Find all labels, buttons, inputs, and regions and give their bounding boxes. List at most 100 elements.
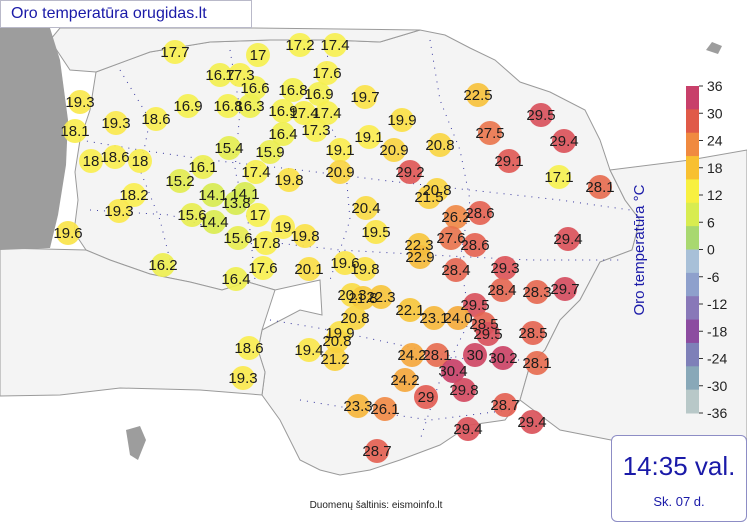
station-marker — [202, 210, 226, 234]
station-marker — [553, 277, 577, 301]
station-marker — [382, 138, 406, 162]
curonian-lagoon — [0, 28, 68, 250]
legend-color-band — [686, 226, 699, 250]
legend-color-band — [686, 319, 699, 344]
station-marker — [297, 338, 321, 362]
station-temperature-label: 19.9 — [325, 325, 354, 342]
legend-tick-label: -18 — [707, 323, 727, 339]
station-temperature-label: 22.9 — [405, 249, 434, 266]
station-temperature-label: 18.2 — [119, 187, 148, 204]
station-temperature-label: 16.4 — [221, 271, 250, 288]
station-temperature-label: 17.2 — [285, 37, 314, 54]
station-marker — [393, 368, 417, 392]
station-marker — [365, 439, 389, 463]
station-temperature-label: 14.4 — [199, 214, 228, 231]
station-temperature-label: 19.3 — [104, 203, 133, 220]
legend-color-band — [686, 296, 699, 321]
station-temperature-label: 13.8 — [221, 195, 250, 212]
station-temperature-label: 19.1 — [354, 129, 383, 146]
time-label: 14:35 val. — [622, 451, 736, 481]
station-marker — [104, 111, 128, 135]
station-temperature-label: 15.9 — [255, 144, 284, 161]
station-temperature-label: 27.5 — [475, 125, 504, 142]
station-temperature-label: 17.6 — [312, 65, 341, 82]
station-temperature-label: 19.8 — [350, 261, 379, 278]
station-marker — [373, 397, 397, 421]
legend-tick-label: -36 — [707, 405, 727, 421]
legend-color-band — [686, 86, 699, 110]
station-temperature-label: 26.1 — [370, 401, 399, 418]
legend-tick-label: -6 — [707, 269, 720, 285]
station-temperature-label: 16.8 — [278, 82, 307, 99]
station-marker — [446, 306, 470, 330]
station-marker — [525, 280, 549, 304]
station-marker — [246, 203, 270, 227]
station-marker — [468, 201, 492, 225]
legend-color-band — [686, 389, 699, 414]
legend-tick-label: -12 — [707, 296, 727, 312]
station-marker — [351, 286, 375, 310]
station-marker — [246, 43, 270, 67]
data-source-label: Duomenų šaltinis: eismoinfo.lt — [309, 500, 443, 511]
station-marker — [297, 257, 321, 281]
station-temperature-label: 18 — [83, 153, 100, 170]
station-marker — [400, 343, 424, 367]
station-temperature-label: 29.4 — [553, 231, 582, 248]
station-temperature-label: 24.2 — [390, 372, 419, 389]
station-temperature-label: 17.4 — [241, 164, 270, 181]
page-title: Oro temperatūra orugidas.lt — [0, 0, 252, 28]
station-temperature-label: 18.6 — [234, 340, 263, 357]
station-temperature-label: 16.8 — [213, 98, 242, 115]
legend-color-band — [686, 272, 699, 297]
station-temperature-label: 20.4 — [351, 200, 380, 217]
station-temperature-label: 17.6 — [248, 260, 277, 277]
station-temperature-label: 19.7 — [350, 89, 379, 106]
legend: 36 30 24 18 12 6 0 -6 -12 -18 -24 -30 -36 — [686, 78, 727, 421]
station-marker — [258, 140, 282, 164]
station-temperature-label: 29.3 — [490, 260, 519, 277]
station-marker — [293, 224, 317, 248]
station-temperature-label: 24.0 — [443, 310, 472, 327]
station-marker — [398, 298, 422, 322]
station-temperature-label: 28.5 — [469, 316, 498, 333]
station-marker — [277, 168, 301, 192]
station-marker — [176, 94, 200, 118]
station-temperature-label: 27.6 — [436, 230, 465, 247]
station-temperature-label: 29.8 — [449, 382, 478, 399]
island — [126, 426, 146, 460]
station-marker — [491, 346, 515, 370]
station-marker — [428, 133, 452, 157]
legend-tick-label: 18 — [707, 160, 723, 176]
time-panel: 14:35 val. Sk. 07 d. — [611, 435, 747, 522]
station-marker — [444, 258, 468, 282]
station-marker — [493, 256, 517, 280]
station-marker — [333, 251, 357, 275]
station-marker — [463, 293, 487, 317]
station-marker — [529, 103, 553, 127]
station-marker — [408, 245, 432, 269]
station-temperature-label: 22.3 — [404, 237, 433, 254]
station-temperature-label: 28.1 — [422, 347, 451, 364]
station-temperature-label: 17.4 — [320, 37, 349, 54]
station-temperature-label: 16.9 — [304, 86, 333, 103]
station-temperature-label: 17.7 — [160, 44, 189, 61]
station-temperature-label: 22.5 — [463, 87, 492, 104]
station-temperature-label: 29.7 — [550, 281, 579, 298]
station-temperature-label: 28.6 — [460, 237, 489, 254]
station-marker — [292, 101, 316, 125]
station-temperature-label: 20.3 — [337, 287, 366, 304]
station-temperature-label: 28.1 — [522, 355, 551, 372]
station-marker — [68, 90, 92, 114]
station-temperature-label: 17.4 — [289, 105, 318, 122]
station-temperature-label: 19.3 — [101, 115, 130, 132]
legend-color-band — [686, 202, 699, 227]
station-marker — [271, 122, 295, 146]
station-marker — [390, 108, 414, 132]
station-temperature-label: 16.6 — [240, 80, 269, 97]
station-temperature-label: 29.5 — [473, 326, 502, 343]
station-marker — [444, 205, 468, 229]
station-temperature-label: 15.6 — [223, 230, 252, 247]
legend-tick-label: 12 — [707, 187, 723, 203]
station-marker — [288, 33, 312, 57]
